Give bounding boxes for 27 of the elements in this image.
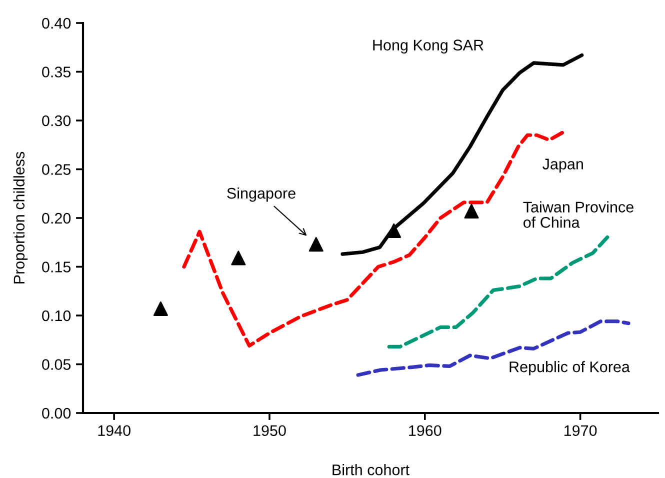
line-series [356,320,630,377]
x-tick-label: 1970 [564,425,597,436]
line-series [387,232,612,349]
point [464,204,479,218]
y-tick-label: 0.05 [42,359,71,370]
point [153,301,168,316]
y-tick-label: 0.25 [42,164,71,175]
y-tick-label: 0.10 [42,310,71,322]
text: Hong Kong SAR [373,40,484,54]
x-tick-label: 1940 [98,425,130,436]
series-label: Republic of Korea [510,361,630,376]
x-tick-label: 1950 [254,425,286,436]
y-tick-label: 0.20 [42,212,71,224]
y-axis-title: Proportion childless [13,152,28,284]
text: Singapore [227,187,296,202]
point [231,250,246,266]
y-tick-label: 0.35 [42,66,71,78]
series-label: Taiwan Province of China [523,201,634,228]
series-label: Japan [542,158,583,172]
x-tick-label: 1960 [409,425,442,436]
y-tick-label: 0.15 [42,262,71,272]
y-tick-label: 0.30 [42,115,71,126]
x-axis-title: Birth cohort [332,464,410,476]
y-tick-label: 0.00 [42,408,71,419]
point [386,223,402,238]
point [308,237,324,252]
y-tick-label: 0.40 [42,18,71,29]
